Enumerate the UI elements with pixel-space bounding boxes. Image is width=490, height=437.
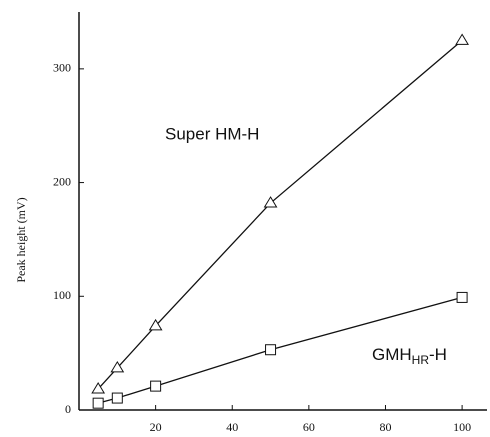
square-marker bbox=[265, 344, 277, 356]
square-marker bbox=[92, 397, 104, 409]
x-tick-label: 20 bbox=[150, 420, 162, 434]
triangle-marker bbox=[91, 381, 106, 394]
square-marker bbox=[150, 380, 162, 392]
series-line bbox=[97, 39, 463, 390]
y-axis-label: Peak height (mV) bbox=[14, 197, 28, 282]
y-tick-label: 100 bbox=[53, 288, 71, 302]
triangle-marker bbox=[455, 33, 469, 45]
label-main: GMH bbox=[372, 345, 412, 364]
triangle-marker bbox=[110, 360, 125, 373]
x-tick-label: 80 bbox=[379, 420, 391, 434]
x-tick-label: 40 bbox=[226, 420, 238, 434]
x-tick-label: 60 bbox=[303, 420, 315, 434]
label-suffix: -H bbox=[429, 345, 447, 364]
y-tick-label: 0 bbox=[65, 402, 71, 416]
triangle-marker bbox=[148, 318, 163, 331]
y-tick-label: 300 bbox=[53, 61, 71, 75]
y-tick-label: 200 bbox=[53, 174, 71, 188]
square-marker bbox=[111, 392, 123, 404]
series-label: Super HM-H bbox=[165, 124, 259, 143]
square-marker bbox=[456, 291, 468, 303]
series-label: GMHHR-H bbox=[372, 345, 447, 367]
x-tick-label: 100 bbox=[453, 420, 471, 434]
triangle-marker bbox=[263, 196, 278, 208]
label-sub: HR bbox=[412, 353, 430, 367]
